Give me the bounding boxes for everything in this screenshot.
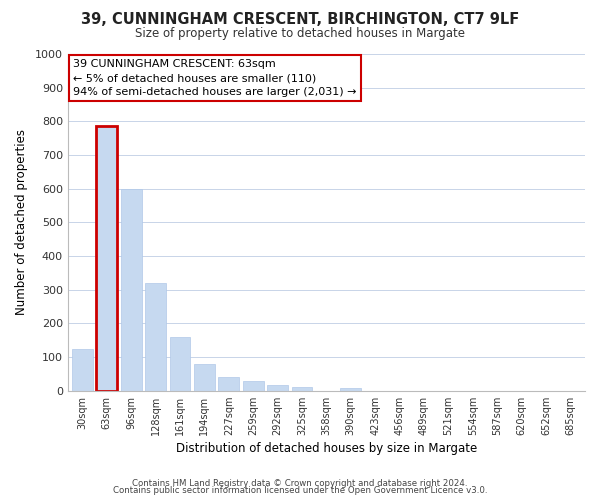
X-axis label: Distribution of detached houses by size in Margate: Distribution of detached houses by size … [176, 442, 477, 455]
Bar [292, 388, 313, 390]
Y-axis label: Number of detached properties: Number of detached properties [15, 130, 28, 316]
Text: Contains public sector information licensed under the Open Government Licence v3: Contains public sector information licen… [113, 486, 487, 495]
Bar [170, 337, 190, 390]
Text: 39, CUNNINGHAM CRESCENT, BIRCHINGTON, CT7 9LF: 39, CUNNINGHAM CRESCENT, BIRCHINGTON, CT… [81, 12, 519, 28]
Bar [340, 388, 361, 390]
Bar [121, 188, 142, 390]
Bar [145, 283, 166, 391]
Text: Contains HM Land Registry data © Crown copyright and database right 2024.: Contains HM Land Registry data © Crown c… [132, 478, 468, 488]
Bar [267, 384, 288, 390]
Text: Size of property relative to detached houses in Margate: Size of property relative to detached ho… [135, 28, 465, 40]
Bar [72, 348, 93, 391]
Bar [243, 380, 263, 390]
Bar [218, 376, 239, 390]
Text: 39 CUNNINGHAM CRESCENT: 63sqm
← 5% of detached houses are smaller (110)
94% of s: 39 CUNNINGHAM CRESCENT: 63sqm ← 5% of de… [73, 59, 356, 97]
Bar [194, 364, 215, 390]
Bar [97, 126, 117, 390]
